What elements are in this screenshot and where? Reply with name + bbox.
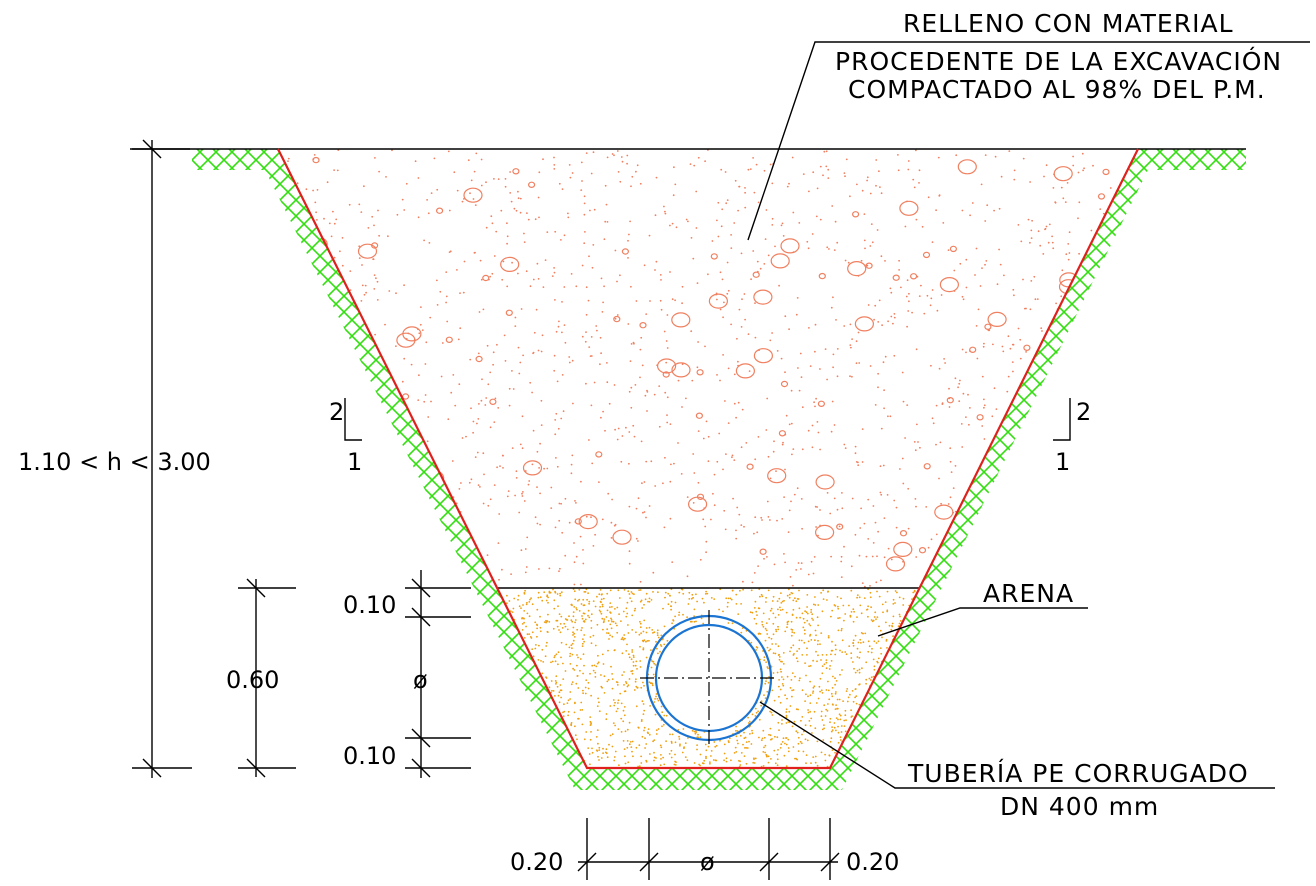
top-cover-label: 0.10 xyxy=(343,591,396,619)
pipe-label-line1: TUBERÍA PE CORRUGADO xyxy=(907,759,1249,788)
right-slope-run: 1 xyxy=(1055,448,1070,476)
pipe-diameter-horizontal-label: ø xyxy=(700,848,715,876)
height-range-label: 1.10 < h < 3.00 xyxy=(18,448,211,476)
fill-label-line1: RELLENO CON MATERIAL xyxy=(903,9,1234,38)
side-right-label: 0.20 xyxy=(846,848,899,876)
left-slope-rise: 2 xyxy=(329,398,344,426)
backfill-region xyxy=(278,149,1138,588)
leader-lines xyxy=(747,41,1310,789)
left-slope-run: 1 xyxy=(347,448,362,476)
pipe-label-line2: DN 400 mm xyxy=(1000,792,1159,821)
dimension-lines xyxy=(132,139,1071,880)
pipe-diameter-vertical-label: ø xyxy=(413,666,428,694)
fill-label-line3: COMPACTADO AL 98% DEL P.M. xyxy=(848,75,1266,104)
fill-label-line2: PROCEDENTE DE LA EXCAVACIÓN xyxy=(835,46,1282,76)
ground-hatch xyxy=(192,149,1246,790)
side-left-label: 0.20 xyxy=(510,848,563,876)
trench-wall xyxy=(277,148,1139,770)
pipe xyxy=(640,610,778,746)
bedding-total-label: 0.60 xyxy=(226,666,279,694)
sand-label: ARENA xyxy=(983,579,1074,608)
bottom-bed-label: 0.10 xyxy=(343,742,396,770)
right-slope-rise: 2 xyxy=(1076,398,1091,426)
